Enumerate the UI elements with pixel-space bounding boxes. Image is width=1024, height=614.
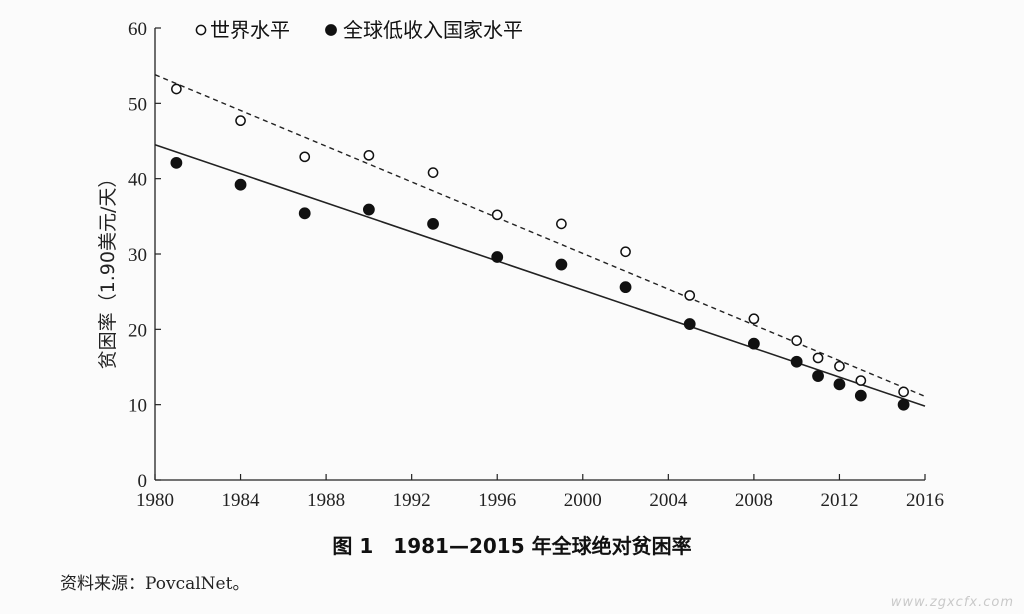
low-income-point bbox=[427, 217, 439, 230]
x-tick-label: 1996 bbox=[478, 490, 516, 511]
world-point bbox=[812, 352, 824, 364]
trend-line-world bbox=[154, 74, 926, 398]
y-tick-label: 60 bbox=[128, 19, 147, 40]
x-tick-label: 2008 bbox=[735, 490, 773, 511]
x-tick-label: 1988 bbox=[307, 490, 345, 511]
world-point bbox=[898, 386, 909, 398]
low-income-point bbox=[897, 398, 910, 411]
y-tick-label: 50 bbox=[128, 94, 147, 115]
low-income-point bbox=[619, 281, 632, 294]
y-axis-title: 贫困率（1.90美元/天） bbox=[97, 169, 119, 370]
y-tick-label: 0 bbox=[138, 471, 148, 492]
data-points bbox=[170, 83, 910, 411]
world-point bbox=[299, 151, 311, 163]
world-point bbox=[684, 290, 696, 301]
axes: 1980 1984 1988 1992 1996 2000 2004 2008 2012 2016… bbox=[97, 19, 944, 511]
low-income-point bbox=[362, 203, 375, 216]
low-income-point bbox=[234, 178, 247, 191]
legend-marker-world bbox=[195, 24, 207, 36]
x-tick-label: 2016 bbox=[906, 490, 944, 511]
world-point bbox=[427, 167, 439, 178]
x-tick-label: 2004 bbox=[649, 490, 688, 511]
trend-line-low-income bbox=[154, 144, 926, 407]
world-point bbox=[855, 375, 867, 386]
y-tick-label: 20 bbox=[128, 320, 147, 341]
watermark: www.zgxcfx.com bbox=[890, 595, 1014, 610]
y-tick-label: 40 bbox=[128, 170, 147, 191]
legend-label-low-income: 全球低收入国家水平 bbox=[343, 18, 523, 42]
low-income-point bbox=[683, 318, 696, 330]
world-point bbox=[171, 83, 182, 95]
x-tick-label: 2012 bbox=[820, 490, 858, 511]
world-point bbox=[556, 218, 567, 230]
y-tick-label: 10 bbox=[128, 396, 147, 417]
source-note: 资料来源：PovcalNet。 bbox=[60, 574, 250, 594]
low-income-point bbox=[555, 258, 568, 271]
world-point bbox=[620, 246, 631, 258]
low-income-point bbox=[298, 207, 311, 220]
low-income-point bbox=[170, 156, 183, 169]
world-point bbox=[748, 313, 760, 325]
low-income-point bbox=[833, 378, 846, 391]
y-tick-label: 30 bbox=[128, 245, 147, 266]
world-point bbox=[834, 360, 845, 372]
legend-marker-low-income bbox=[325, 24, 337, 36]
x-tick-label: 1984 bbox=[222, 490, 261, 511]
world-point bbox=[491, 209, 503, 221]
world-point bbox=[235, 115, 246, 127]
low-income-point bbox=[747, 337, 760, 350]
low-income-point bbox=[491, 251, 504, 263]
x-tick-label: 1992 bbox=[393, 490, 431, 511]
world-point bbox=[791, 335, 803, 346]
legend-label-world: 世界水平 bbox=[210, 18, 290, 42]
trend-lines bbox=[154, 74, 926, 407]
legend: 世界水平 全球低收入国家水平 bbox=[195, 18, 523, 42]
low-income-point bbox=[854, 389, 867, 402]
low-income-point bbox=[812, 370, 824, 382]
figure-caption: 图 1 1981—2015 年全球绝对贫困率 bbox=[332, 534, 692, 558]
x-tick-label: 2000 bbox=[564, 490, 602, 511]
world-point bbox=[363, 149, 375, 161]
x-tick-label: 1980 bbox=[136, 490, 174, 511]
chart: 1980 1984 1988 1992 1996 2000 2004 2008 2012 2016… bbox=[97, 18, 944, 511]
low-income-point bbox=[790, 355, 803, 368]
